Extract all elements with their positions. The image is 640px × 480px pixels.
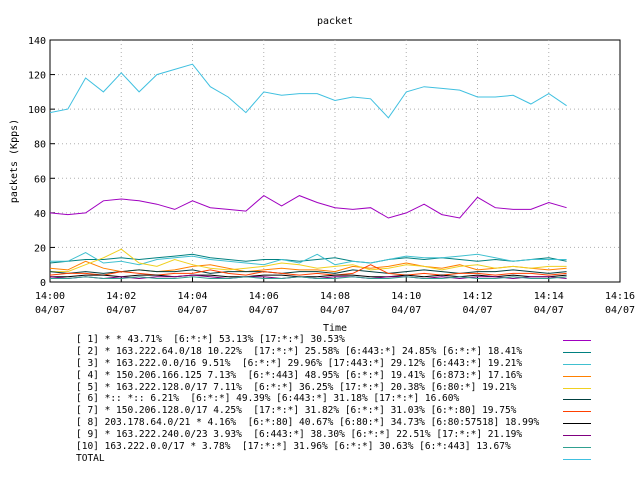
y-axis-label: packets (Kpps) [9,119,20,203]
chart-title: packet [317,16,353,27]
legend-label: [ 3] * 163.222.0.0/16 9.51% [6:*:*] 29.9… [76,357,523,369]
series-line-7 [49,264,567,276]
legend-swatch [563,387,591,389]
legend-item: [ 1] * * 43.71% [6:*:*] 53.13% [17:*:*] … [76,334,596,346]
legend-item: [ 2] * 163.222.64.0/18 10.22% [17:*:*] 2… [76,346,596,358]
x-tick-label-date: 04/07 [320,305,350,316]
legend-swatch [563,458,591,460]
legend-swatch [563,351,591,353]
y-tick-label: 80 [34,140,46,151]
x-tick-label-time: 14:02 [106,291,136,302]
legend-label: [ 2] * 163.222.64.0/18 10.22% [17:*:*] 2… [76,345,523,357]
series-line-1 [49,194,567,219]
legend-item: [ 3] * 163.222.0.0/16 9.51% [6:*:*] 29.9… [76,358,596,370]
legend-item: [10] 163.222.0.0/17 * 3.78% [17:*:*] 31.… [76,441,596,453]
legend-swatch [563,411,591,413]
y-tick-label: 140 [28,36,46,47]
legend-label: TOTAL [76,452,105,464]
series-line-8 [50,274,567,278]
x-tick-label-time: 14:12 [462,291,492,302]
x-tick-label-date: 04/07 [534,305,564,316]
series-line-5 [50,248,567,273]
y-axis-ticks: 0 20 40 60 80 100 120 140 [28,36,55,289]
x-tick-label-date: 04/07 [106,305,136,316]
legend-swatch [563,423,591,425]
x-axis-ticks: 14:00 04/07 14:02 04/07 14:04 04/07 14:06 04/07… [35,277,635,316]
legend-swatch [563,399,591,401]
legend-swatch [563,340,591,341]
legend-label: [ 1] * * 43.71% [6:*:*] 53.13% [17:*:*] … [76,334,345,345]
legend: [ 1] * * 43.71% [6:*:*] 53.13% [17:*:*] … [76,334,596,465]
series-line-11 [49,63,567,119]
x-axis-label: Time [323,323,347,334]
legend-item: TOTAL [76,453,596,465]
legend-item: [ 4] * 150.206.166.125 7.13% [6:*:443] 4… [76,370,596,382]
legend-label: [ 8] 203.178.64.0/21 * 4.16% [6:*:80] 40… [76,417,540,429]
x-tick-label-time: 14:00 [35,291,65,302]
legend-item: [ 6] *:: *:: 6.21% [6:*:*] 49.39% [6:443… [76,393,596,405]
series-line-10 [50,276,567,279]
legend-item: [ 9] * 163.222.240.0/23 3.93% [6:443:*] … [76,429,596,441]
legend-label: [ 7] * 150.206.128.0/17 4.25% [17:*:*] 3… [76,405,517,417]
x-tick-label-date: 04/07 [605,305,635,316]
x-tick-label-date: 04/07 [462,305,492,316]
series-line-2 [49,253,567,264]
series-line-6 [49,269,567,274]
x-tick-label-time: 14:04 [177,291,207,302]
x-tick-label-date: 04/07 [391,305,421,316]
legend-label: [ 5] * 163.222.128.0/17 7.11% [6:*:*] 36… [76,381,517,393]
y-tick-label: 0 [40,278,46,289]
legend-label: [ 9] * 163.222.240.0/23 3.93% [6:443:*] … [76,429,523,441]
legend-label: [ 6] *:: *:: 6.21% [6:*:*] 49.39% [6:443… [76,393,460,405]
x-tick-label-date: 04/07 [249,305,279,316]
legend-label: [ 4] * 150.206.166.125 7.13% [6:*:443] 4… [76,369,523,381]
series-lines [49,63,567,280]
grid [50,40,620,282]
legend-swatch [563,363,591,365]
x-tick-label-time: 14:16 [605,291,635,302]
legend-label: [10] 163.222.0.0/17 * 3.78% [17:*:*] 31.… [76,441,511,453]
legend-swatch [563,435,591,437]
legend-item: [ 8] 203.178.64.0/21 * 4.16% [6:*:80] 40… [76,417,596,429]
y-tick-label: 120 [28,71,46,82]
series-line-3 [50,252,567,266]
x-tick-label-date: 04/07 [177,305,207,316]
legend-item: [ 5] * 163.222.128.0/17 7.11% [6:*:*] 36… [76,382,596,394]
x-tick-label-date: 04/07 [35,305,65,316]
legend-swatch [563,375,591,377]
legend-item: [ 7] * 150.206.128.0/17 4.25% [17:*:*] 3… [76,405,596,417]
y-tick-label: 40 [34,209,46,220]
legend-swatch [563,447,591,449]
y-tick-label: 60 [34,174,46,185]
x-tick-label-time: 14:10 [391,291,421,302]
x-tick-label-time: 14:08 [320,291,350,302]
x-tick-label-time: 14:14 [534,291,564,302]
y-tick-label: 20 [34,243,46,254]
x-tick-label-time: 14:06 [249,291,279,302]
y-tick-label: 100 [28,105,46,116]
